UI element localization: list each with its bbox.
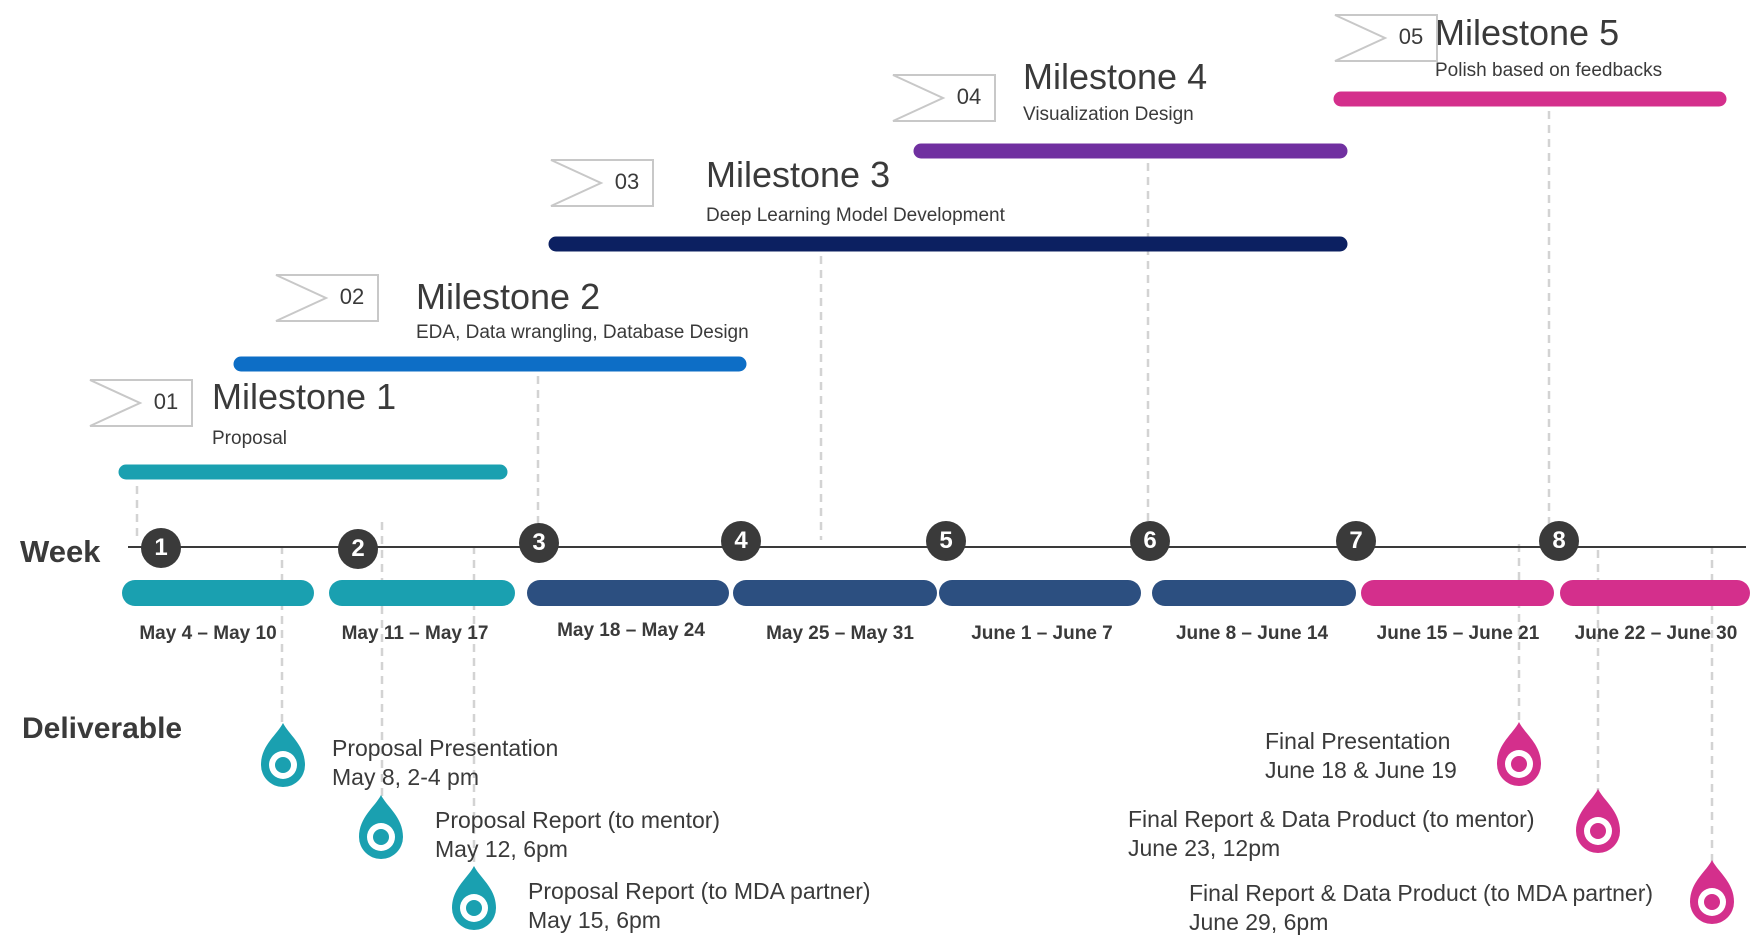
week-2-pill [329,580,515,606]
connector-lines [135,111,1714,878]
week-8-date-range: June 22 – June 30 [1574,623,1738,644]
week-6-date-range: June 8 – June 14 [1175,623,1329,644]
week-5-date-range: June 1 – June 7 [971,623,1113,644]
week-3-date-range: May 18 – May 24 [557,620,705,641]
week-range-pills [122,580,1750,606]
deliverable-section-label: Deliverable [22,712,183,745]
week-4-number: 4 [734,527,748,554]
location-pin-icon [452,866,496,930]
pin-center-dot [373,829,389,845]
milestone-5-tag-number: 05 [1398,24,1424,49]
chevron-tag-icon [89,379,193,427]
week-4-pill [733,580,937,606]
deliverable-2-name: Proposal Report (to mentor) [435,807,721,833]
deliverable-1-name: Proposal Presentation [332,735,559,761]
chevron-tag-icon [1334,14,1438,62]
milestone-2-subtitle: EDA, Data wrangling, Database Design [416,322,749,343]
deliverable-3-name: Proposal Report (to MDA partner) [528,878,871,904]
milestone-3-title: Milestone 3 [706,154,891,195]
milestone-4-tag-number: 04 [956,84,982,109]
deliverable-5-name: Final Report & Data Product (to mentor) [1128,806,1535,832]
week-5-pill [939,580,1141,606]
week-8-number: 8 [1552,527,1566,554]
week-axis-label: Week [20,534,101,569]
location-pin-icon [261,723,305,787]
pin-center-dot [1511,756,1527,772]
week-8-pill [1560,580,1750,606]
pin-center-dot [275,757,291,773]
week-7-date-range: June 15 – June 21 [1376,623,1540,644]
milestone-1-title: Milestone 1 [212,376,397,417]
deliverable-6-name: Final Report & Data Product (to MDA part… [1189,880,1654,906]
week-1-pill [122,580,314,606]
milestone-3-subtitle: Deep Learning Model Development [706,205,1005,226]
week-2-number: 2 [351,535,365,562]
week-5-marker-circle [926,521,966,561]
deliverable-4-date: June 18 & June 19 [1265,757,1457,783]
week-4-date-range: May 25 – May 31 [766,623,914,644]
chevron-tag-icon [275,274,379,322]
week-3-marker-circle [519,523,559,563]
location-pin-icon [1497,722,1541,786]
milestone-4-subtitle: Visualization Design [1023,104,1194,125]
week-7-marker-circle [1336,521,1376,561]
milestone-2-title: Milestone 2 [416,276,601,317]
location-pin-icon [1576,789,1620,853]
milestone-bars [118,91,1727,480]
milestone-2-tag-number: 02 [339,284,365,309]
week-3-pill [527,580,729,606]
week-7-pill [1361,580,1554,606]
location-pin-icon [1690,860,1734,924]
pin-center-dot [1590,823,1606,839]
pin-center-dot [466,900,482,916]
week-4-marker-circle [721,521,761,561]
week-1-number: 1 [154,534,168,561]
milestone-5-subtitle: Polish based on feedbacks [1435,60,1663,81]
deliverable-5-date: June 23, 12pm [1128,835,1281,861]
week-3-number: 3 [532,529,546,556]
milestone-1-tag-number: 01 [153,389,179,414]
week-7-number: 7 [1349,527,1363,554]
deliverable-pins [261,722,1734,930]
location-pin-icon [359,795,403,859]
week-2-date-range: May 11 – May 17 [341,623,489,644]
pin-center-dot [1704,894,1720,910]
chevron-tag-icon [550,159,654,207]
week-6-pill [1152,580,1356,606]
deliverable-2-date: May 12, 6pm [435,836,568,862]
deliverable-1-date: May 8, 2-4 pm [332,764,479,790]
week-6-marker-circle [1130,521,1170,561]
week-8-marker-circle [1539,521,1579,561]
week-markers [141,521,1579,569]
milestone-3-tag-number: 03 [614,169,640,194]
milestone-4-title: Milestone 4 [1023,56,1208,97]
deliverable-3-date: May 15, 6pm [528,907,661,933]
chevron-tag-icon [892,74,996,122]
milestone-1-subtitle: Proposal [212,428,287,449]
week-5-number: 5 [939,527,953,554]
deliverable-6-date: June 29, 6pm [1189,909,1329,935]
week-1-date-range: May 4 – May 10 [139,623,277,644]
week-2-marker-circle [338,529,378,569]
week-1-marker-circle [141,528,181,568]
week-6-number: 6 [1143,527,1157,554]
milestone-tags [89,14,1438,427]
deliverable-4-name: Final Presentation [1265,728,1451,754]
milestone-5-title: Milestone 5 [1435,12,1620,53]
